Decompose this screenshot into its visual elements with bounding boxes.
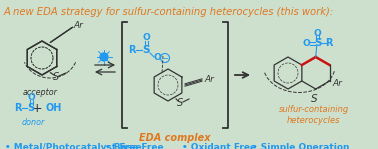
- Text: S: S: [53, 72, 59, 82]
- Text: EDA complex: EDA complex: [139, 133, 211, 143]
- Text: Ar: Ar: [333, 80, 342, 89]
- Text: • Metal/Photocatalyst Free: • Metal/Photocatalyst Free: [5, 143, 142, 149]
- Text: donor: donor: [22, 118, 45, 127]
- Text: • Base Free: • Base Free: [105, 143, 164, 149]
- Text: R: R: [14, 103, 22, 113]
- Text: Ar: Ar: [204, 74, 214, 83]
- Text: S: S: [311, 94, 318, 104]
- Text: Ar: Ar: [73, 21, 84, 30]
- Text: S: S: [142, 45, 150, 55]
- Text: S: S: [314, 38, 321, 48]
- Text: O: O: [27, 93, 35, 101]
- Text: +: +: [32, 102, 42, 115]
- Text: O: O: [303, 38, 311, 48]
- Text: • Simple Operation: • Simple Operation: [252, 143, 350, 149]
- Text: • Oxidant Free: • Oxidant Free: [182, 143, 256, 149]
- Text: O: O: [142, 34, 150, 42]
- Text: S: S: [177, 98, 183, 108]
- Circle shape: [100, 53, 108, 61]
- Text: sulfur-containing
heterocycles: sulfur-containing heterocycles: [279, 105, 349, 125]
- Text: R: R: [128, 45, 136, 55]
- Text: acceptor: acceptor: [23, 88, 57, 97]
- Text: −: −: [161, 54, 169, 63]
- Text: S: S: [28, 103, 34, 113]
- Text: O: O: [153, 53, 161, 62]
- Text: OH: OH: [46, 103, 62, 113]
- Text: O: O: [314, 28, 322, 38]
- Text: R: R: [325, 38, 333, 48]
- Text: A new EDA strategy for sulfur-containing heterocycles (this work):: A new EDA strategy for sulfur-containing…: [4, 7, 334, 17]
